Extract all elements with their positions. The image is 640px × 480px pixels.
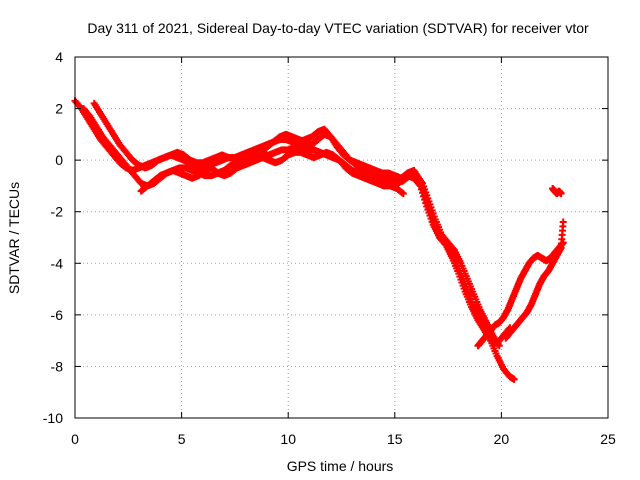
data-point-markers xyxy=(502,218,567,342)
y-tick-label: -8 xyxy=(51,358,64,374)
x-tick-label: 25 xyxy=(600,431,616,447)
grid-lines xyxy=(75,57,608,418)
plot-frame xyxy=(74,56,609,419)
x-axis-label: GPS time / hours xyxy=(287,458,394,474)
y-tick-label: 4 xyxy=(55,49,63,65)
x-tick-label: 15 xyxy=(387,431,403,447)
data-track xyxy=(502,218,567,342)
y-tick-label: 0 xyxy=(55,152,63,168)
data-markers xyxy=(71,97,567,383)
y-tick-label: -10 xyxy=(43,410,63,426)
y-tick-label: 2 xyxy=(55,101,63,117)
x-tick-label: 10 xyxy=(280,431,296,447)
y-tick-label: -2 xyxy=(51,204,64,220)
data-track xyxy=(137,148,407,198)
data-point-markers xyxy=(474,239,567,350)
data-point-markers xyxy=(549,185,565,198)
data-point-markers xyxy=(90,99,514,347)
x-tick-label: 5 xyxy=(178,431,186,447)
chart-title: Day 311 of 2021, Sidereal Day-to-day VTE… xyxy=(87,20,589,36)
y-tick-label: -4 xyxy=(51,255,64,271)
y-axis-label: SDTVAR / TECUs xyxy=(6,182,22,294)
data-point-markers xyxy=(137,148,407,198)
x-tick-label: 0 xyxy=(71,431,79,447)
data-track xyxy=(90,99,514,347)
data-track xyxy=(549,185,565,198)
y-tick-label: -6 xyxy=(51,307,64,323)
axis-ticks xyxy=(74,56,609,419)
x-tick-label: 20 xyxy=(494,431,510,447)
data-track xyxy=(474,239,567,350)
